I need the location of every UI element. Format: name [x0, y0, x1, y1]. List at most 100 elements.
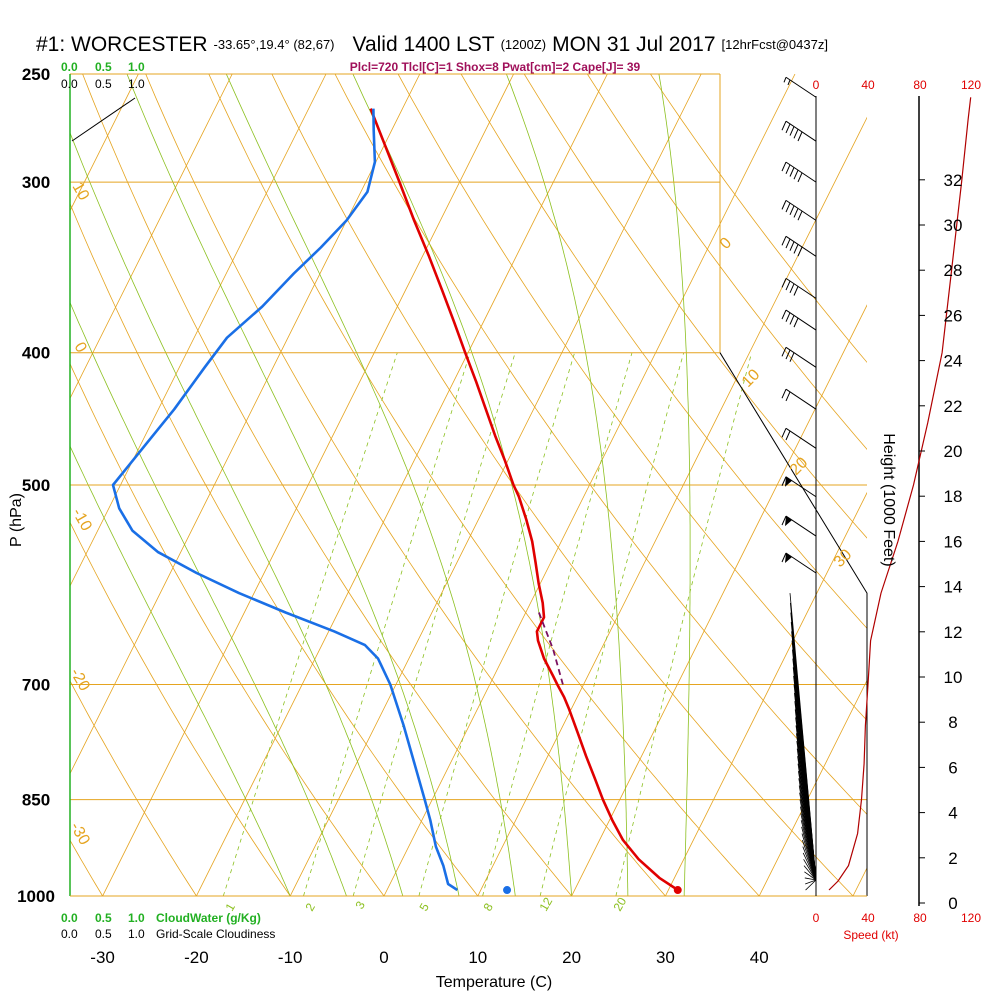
- low-level-wind-staff: [803, 859, 817, 881]
- cloudiness-tick-top-1: 0.5: [95, 77, 112, 91]
- mixing-ratio-label: 8: [480, 900, 496, 913]
- height-tick-label: 18: [944, 487, 963, 506]
- dry-adiabat-line: [271, 74, 854, 896]
- height-tick-label: 14: [944, 578, 963, 597]
- cloudwater-tick-bottom-2: 1.0: [128, 911, 145, 925]
- isotherm-line: [758, 679, 867, 896]
- low-level-wind-staff: [802, 852, 817, 881]
- height-tick-label: 32: [944, 171, 963, 190]
- low-level-wind-staff: [805, 879, 817, 885]
- mixing-ratio-line: [615, 352, 752, 896]
- pressure-tick-label: 1000: [17, 887, 55, 906]
- wind-barb: [781, 388, 817, 410]
- pressure-tick-label: 250: [22, 65, 50, 84]
- y-axis-label: P (hPa): [8, 493, 25, 547]
- pressure-tick-label: 300: [22, 173, 50, 192]
- height-tick-label: 4: [948, 804, 957, 823]
- low-level-wind-staff: [804, 871, 817, 881]
- height-tick-label: 12: [944, 623, 963, 642]
- sounding-parameters: Plcl=720 Tlcl[C]=1 Shox=8 Pwat[cm]=2 Cap…: [350, 60, 641, 74]
- mixing-ratio-label: 3: [352, 898, 368, 911]
- mixing-ratio-line: [222, 352, 398, 896]
- height-tick-label: 6: [948, 758, 957, 777]
- dry-adiabat-line: [70, 521, 291, 896]
- wind-speed-profile: [828, 97, 972, 891]
- dry-adiabat-line: [586, 74, 867, 450]
- height-tick-label: 26: [944, 306, 963, 325]
- dry-adiabat-line: [70, 202, 479, 896]
- cloudiness-label: Grid-Scale Cloudiness: [156, 927, 275, 941]
- wind-barb: [781, 277, 817, 299]
- height-tick-label: 22: [944, 397, 963, 416]
- speed-axis-label: Speed (kt): [843, 928, 898, 942]
- dry-adiabat-line: [523, 74, 867, 539]
- sounding-profiles: [111, 108, 682, 895]
- wind-barb: [781, 120, 817, 142]
- low-level-wind-staff: [803, 865, 817, 881]
- temperature-tick-label: 30: [656, 948, 675, 967]
- cloudwater-tick-top-2: 1.0: [128, 60, 145, 74]
- mixing-ratio-label: 2: [302, 900, 318, 913]
- temperature-tick-label: -20: [184, 948, 209, 967]
- pressure-tick-label: 400: [22, 344, 50, 363]
- background-lines: [70, 74, 867, 896]
- height-tick-label: 2: [948, 849, 957, 868]
- wind-barbs: [781, 76, 817, 891]
- wind-barb: [781, 235, 817, 257]
- cloud-scale-top: 0.0 0.5 1.0 0.0 0.5 1.0: [61, 60, 145, 91]
- speed-tick-bottom-80: 80: [913, 911, 927, 925]
- dry-adiabat-label: -10: [69, 506, 95, 535]
- height-tick-label: 24: [944, 352, 963, 371]
- dry-adiabat-label: 0: [71, 340, 90, 356]
- wind-barb: [781, 552, 817, 574]
- dry-adiabat-line: [460, 74, 867, 629]
- temperature-tick-label: 10: [468, 948, 487, 967]
- mixing-ratio-label: 5: [416, 900, 432, 913]
- cloudwater-label: CloudWater (g/Kg): [156, 911, 261, 925]
- cloudwater-tick-top-1: 0.5: [95, 60, 112, 74]
- cloudiness-tick-top-0: 0.0: [61, 77, 78, 91]
- wind-barb: [781, 427, 817, 449]
- cloudiness-tick-bottom-2: 1.0: [128, 927, 145, 941]
- speed-tick-top-40: 40: [861, 78, 875, 92]
- wind-barb: [781, 476, 817, 498]
- dry-adiabat-line: [208, 74, 760, 896]
- dry-adiabat-line: [82, 74, 572, 896]
- isotherm-line: [70, 74, 233, 400]
- mixing-ratio-label: 12: [536, 895, 555, 914]
- dry-adiabat-line: [397, 74, 867, 721]
- wind-barb: [781, 161, 817, 183]
- parcel-line: [538, 612, 564, 685]
- moist-adiabat-line: [352, 74, 572, 896]
- low-level-wind-staff: [805, 879, 817, 891]
- mixing-ratio-line: [539, 352, 685, 896]
- cloudwater-tick-top-0: 0.0: [61, 60, 78, 74]
- temperature-tick-label: 40: [750, 948, 769, 967]
- surface-dewpoint-marker: [503, 886, 512, 895]
- height-tick-label: 16: [944, 532, 963, 551]
- speed-tick-bottom-120: 120: [961, 911, 981, 925]
- wind-barb: [781, 346, 817, 368]
- height-tick-label: 20: [944, 442, 963, 461]
- mixing-ratio-label: 20: [610, 895, 629, 914]
- frame-right-edge: [719, 352, 868, 896]
- pressure-tick-label: 500: [22, 476, 50, 495]
- isotherm-line: [665, 491, 867, 896]
- speed-axis-top: 0 40 80 120: [813, 78, 982, 92]
- chart-station-title: #1: WORCESTER -33.65°,19.4° (82,67) Valid …: [36, 33, 828, 56]
- moist-adiabat-line: [506, 74, 629, 896]
- dry-adiabat-line: [70, 680, 197, 896]
- cloudwater-tick-bottom-1: 0.5: [95, 911, 112, 925]
- wind-barb: [781, 199, 817, 221]
- cloud-scale-bottom: 0.0 0.5 1.0 CloudWater (g/Kg) 0.0 0.5 1.…: [61, 911, 275, 941]
- height-tick-label: 10: [944, 668, 963, 687]
- mixing-ratio-line: [352, 352, 516, 896]
- isotherm-line: [852, 867, 867, 896]
- pressure-tick-label: 850: [22, 791, 50, 810]
- temperature-tick-label: 0: [379, 948, 388, 967]
- dry-adiabat-label: 10: [739, 366, 764, 391]
- plot-frame: [69, 73, 920, 906]
- mixing-ratio-line: [418, 352, 575, 896]
